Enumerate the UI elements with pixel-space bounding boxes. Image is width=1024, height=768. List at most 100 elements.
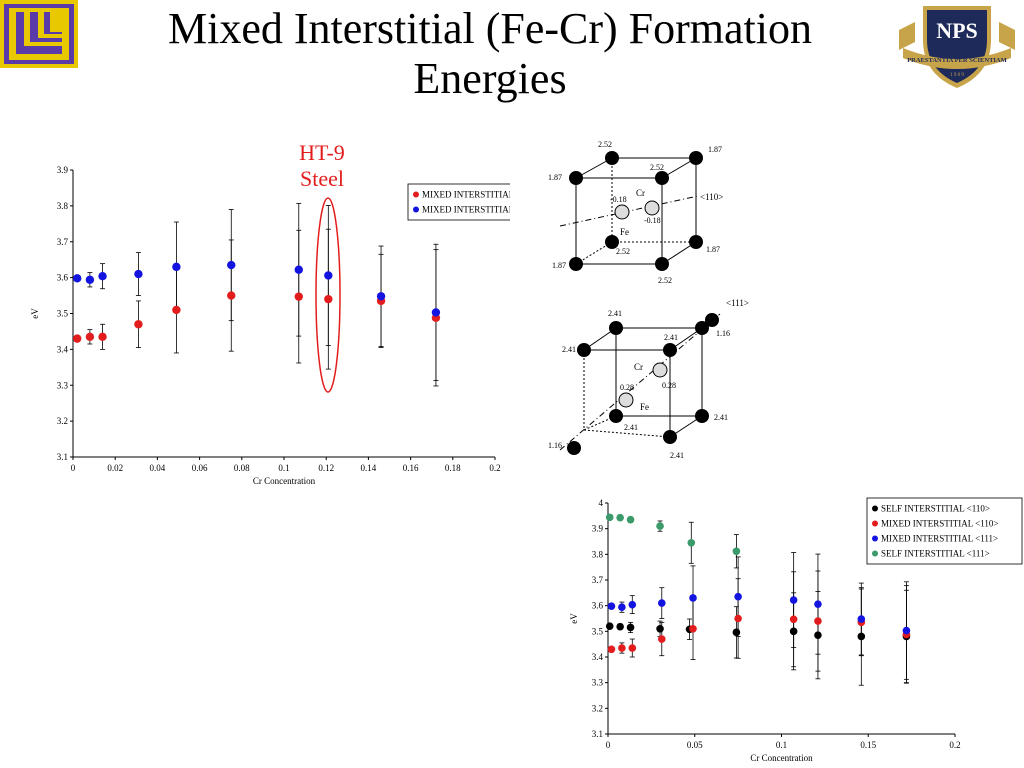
x-tick-label: 0.05	[687, 740, 703, 750]
y-tick-label: 3.1	[57, 452, 68, 462]
fe-cr-111-cell-diagram: 2.41 2.41 1.16 <111> 2.41 Cr 0.28 0.28 F…	[548, 298, 749, 460]
data-point	[687, 538, 696, 547]
y-tick-label: 3.3	[57, 380, 69, 390]
data-point	[73, 274, 82, 283]
y-tick-label: 3.6	[57, 273, 69, 283]
diagram-label: 2.52	[616, 247, 630, 256]
legend-label: MIXED INTERSTITIAL <110>	[422, 190, 510, 200]
legend-box	[866, 497, 1023, 565]
diagram-label: 2.52	[650, 163, 664, 172]
data-point	[227, 260, 236, 270]
data-point	[85, 275, 95, 284]
data-point	[732, 547, 741, 556]
data-point	[607, 645, 616, 654]
x-tick-label: 0	[606, 740, 611, 750]
x-tick-label: 0.16	[403, 463, 419, 473]
data-point	[607, 602, 616, 610]
y-tick-label: 3.6	[592, 601, 604, 611]
data-point	[902, 626, 911, 635]
x-tick-label: 0.14	[361, 463, 377, 473]
data-point	[134, 269, 143, 279]
legend-label: MIXED INTERSTITIAL <111>	[422, 205, 510, 215]
y-tick-label: 3.8	[57, 201, 69, 211]
data-point	[85, 332, 95, 342]
diagram-label: 1.16	[716, 329, 730, 338]
data-point	[616, 622, 624, 631]
x-tick-label: 0.1	[278, 463, 289, 473]
data-point	[857, 615, 866, 623]
diagram-direction-label: <111>	[726, 298, 749, 308]
data-point	[73, 334, 82, 343]
data-point	[618, 603, 626, 612]
fe-atom	[614, 204, 630, 220]
llnl-logo-icon	[0, 0, 78, 68]
x-axis-label: Cr Concentration	[253, 476, 316, 486]
diagram-label: 1.87	[548, 173, 562, 182]
data-point	[626, 623, 635, 632]
diagram-label: Fe	[640, 402, 649, 412]
legend-label: SELF INTERSTITIAL <110>	[881, 504, 990, 514]
data-point	[605, 622, 614, 630]
data-point	[789, 627, 798, 636]
y-tick-label: 3.2	[592, 703, 603, 713]
y-tick-label: 3.5	[592, 626, 604, 636]
diagram-label: 0.28	[620, 383, 634, 392]
legend-label: MIXED INTERSTITIAL <111>	[881, 534, 998, 544]
data-point	[628, 644, 637, 652]
data-point	[172, 262, 181, 272]
diagram-label: 1.87	[708, 145, 722, 154]
data-point	[656, 624, 664, 633]
y-tick-label: 3.3	[592, 678, 604, 688]
diagram-label: 2.41	[670, 451, 684, 460]
data-point	[789, 596, 798, 604]
data-point	[689, 624, 697, 633]
data-point	[814, 631, 822, 639]
data-point	[172, 305, 181, 315]
diagram-label: 2.52	[598, 140, 612, 149]
legend-label: MIXED INTERSTITIAL <110>	[881, 519, 998, 529]
cr-atom	[644, 200, 660, 216]
data-point	[734, 592, 742, 601]
x-tick-label: 0.02	[107, 463, 123, 473]
y-tick-label: 3.4	[592, 652, 604, 662]
x-tick-label: 0.15	[860, 740, 876, 750]
diagram-label: Cr	[636, 188, 645, 198]
nps-seal-motto: PRAESTANTIA PER SCIENTIAM	[907, 57, 1007, 64]
diagram-label: 2.41	[624, 423, 638, 432]
diagram-label: 1.87	[552, 261, 566, 270]
diagram-label: Cr	[634, 362, 643, 372]
data-point	[134, 320, 143, 329]
diagram-label: -0.18	[644, 216, 661, 225]
x-tick-label: 0.2	[949, 740, 960, 750]
ht9-highlight-ellipse	[315, 197, 341, 393]
x-tick-label: 0	[71, 463, 76, 473]
y-tick-label: 3.7	[592, 575, 604, 585]
data-point	[227, 291, 236, 300]
y-tick-label: 3.9	[592, 524, 604, 534]
nps-seal-text: NPS	[936, 18, 978, 43]
x-tick-label: 0.1	[776, 740, 787, 750]
y-tick-label: 4	[599, 498, 604, 508]
x-tick-label: 0.04	[150, 463, 166, 473]
data-point	[431, 308, 441, 317]
y-tick-label: 3.7	[57, 237, 69, 247]
data-point	[98, 271, 107, 281]
data-point	[628, 600, 637, 609]
x-tick-label: 0.12	[318, 463, 334, 473]
y-tick-label: 3.5	[57, 309, 69, 319]
fe-atom	[618, 392, 634, 408]
y-tick-label: 3.8	[592, 549, 604, 559]
diagram-label: 2.41	[608, 309, 622, 318]
y-tick-label: 3.4	[57, 344, 69, 354]
combined-scatter-chart: 3.1 3.2 3.3 3.4 3.5 3.6 3.7 3.8 3.9 4 0 0.05 0.1 0.15…	[569, 497, 1023, 763]
x-tick-label: 0.2	[489, 463, 500, 473]
diagram-label: 1.87	[706, 245, 720, 254]
y-tick-label: 3.1	[592, 729, 603, 739]
data-point	[657, 599, 666, 607]
data-point	[618, 644, 626, 652]
data-point	[616, 513, 624, 522]
y-axis-label: eV	[569, 613, 579, 624]
annotation-line2: Steel	[300, 166, 344, 191]
y-tick-label: 3.9	[57, 165, 69, 175]
data-point	[294, 292, 303, 301]
